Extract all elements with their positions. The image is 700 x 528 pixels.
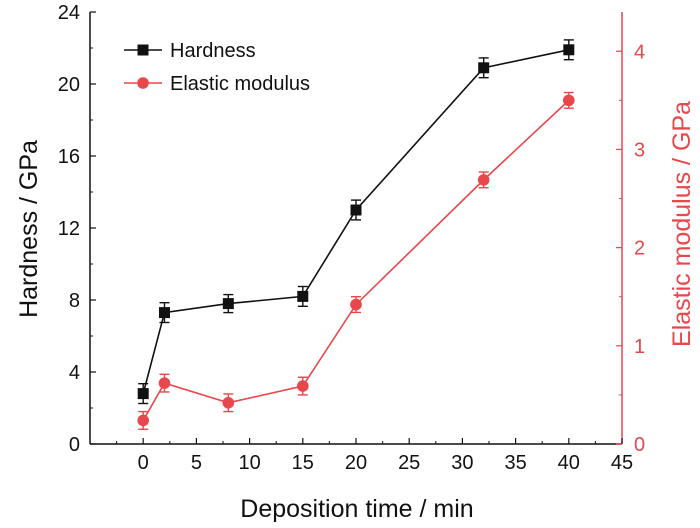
left-y-tick-label: 20 (58, 74, 80, 96)
data-point (297, 380, 309, 392)
right-y-tick-label: 3 (634, 139, 645, 161)
left-y-axis-title: Hardness / GPa (15, 140, 43, 318)
x-tick-label: 35 (504, 452, 526, 474)
data-point (222, 396, 235, 409)
series-hardness (137, 39, 575, 405)
legend: Hardness Elastic modulus (124, 40, 310, 95)
left-y-tick-label: 16 (58, 146, 80, 168)
legend-marker (137, 77, 149, 89)
data-point (222, 298, 234, 310)
series-line (142, 99, 570, 421)
left-y-tick-label: 4 (69, 362, 80, 384)
series-layer (137, 39, 575, 430)
x-tick-label: 25 (398, 452, 420, 474)
left-y-tick-label: 24 (58, 2, 80, 24)
legend-entry: Hardness (124, 40, 256, 62)
data-point (158, 307, 170, 319)
right-y-tick-label: 1 (634, 336, 645, 358)
series-elastic-modulus (137, 91, 575, 430)
data-point (137, 414, 149, 427)
x-tick-label: 15 (292, 452, 314, 474)
left-y-tick-label: 8 (69, 290, 80, 312)
data-point (350, 298, 362, 311)
x-tick-label: 40 (558, 452, 580, 474)
x-axis-title: Deposition time / min (240, 495, 473, 523)
legend-entry: Elastic modulus (124, 73, 310, 95)
legend-label: Hardness (170, 40, 256, 62)
x-tick-label: 45 (611, 452, 633, 474)
left-y-tick-label: 12 (58, 218, 80, 240)
right-y-tick-label: 2 (634, 238, 645, 260)
right-y-axis-title: Elastic modulus / GPa (668, 101, 696, 347)
x-tick-label: 0 (138, 452, 149, 474)
left-y-tick-label: 0 (69, 434, 80, 456)
data-point (563, 44, 575, 56)
x-tick-label: 5 (191, 452, 202, 474)
right-y-tick-label: 4 (634, 41, 645, 63)
right-y-tick-label: 0 (634, 434, 645, 456)
x-tick-label: 10 (238, 452, 260, 474)
x-tick-label: 20 (345, 452, 367, 474)
data-point (477, 174, 490, 186)
x-tick-label: 30 (451, 452, 473, 474)
legend-marker (137, 44, 149, 56)
series-line (142, 49, 569, 394)
data-point (478, 62, 490, 74)
data-point (297, 290, 309, 302)
legend-label: Elastic modulus (170, 73, 310, 95)
data-point (158, 377, 171, 389)
data-point (137, 388, 149, 400)
data-point (563, 94, 575, 107)
data-point (350, 204, 362, 216)
